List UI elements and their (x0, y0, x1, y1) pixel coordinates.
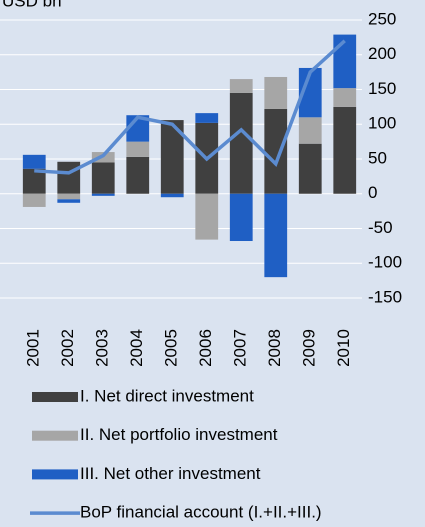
bar (160, 193, 184, 198)
bar (57, 193, 81, 200)
x-tick-label: 2009 (300, 329, 319, 367)
x-tick-label: 2004 (127, 329, 146, 367)
bar (333, 88, 357, 107)
bar (333, 106, 357, 194)
legend-label: I. Net direct investment (80, 386, 254, 405)
y-tick-label: 200 (368, 44, 396, 63)
line (34, 39, 346, 175)
bar (298, 117, 322, 144)
x-tick-label: 2005 (162, 329, 181, 367)
bar (57, 161, 81, 194)
y-tick-label: -50 (368, 218, 393, 237)
x-tick-label: 2008 (265, 329, 284, 367)
legend-label: III. Net other investment (80, 464, 261, 483)
x-tick-label: 2006 (196, 329, 215, 367)
bar (229, 193, 253, 242)
legend-label: BoP financial account (I.+II.+III.) (80, 503, 322, 522)
bar (57, 199, 81, 203)
bar (195, 113, 219, 123)
y-tick-label: 0 (368, 183, 377, 202)
bar (22, 154, 46, 169)
x-tick-label: 2003 (93, 329, 112, 367)
bar (91, 193, 115, 196)
legend-swatch (32, 430, 78, 441)
bar (298, 143, 322, 194)
y-tick-label: -100 (368, 253, 402, 272)
y-tick-label: 150 (368, 79, 396, 98)
bar (126, 156, 150, 194)
y-tick-label: 50 (368, 148, 387, 167)
bar (264, 76, 288, 109)
y-tick-label: -150 (368, 287, 402, 306)
bar (298, 67, 322, 118)
x-tick-label: 2007 (231, 329, 250, 367)
x-tick-label: 2010 (334, 329, 353, 367)
y-axis-label: USD bn (2, 0, 62, 10)
bar (160, 120, 184, 194)
bar (229, 79, 253, 93)
legend-swatch (32, 392, 78, 402)
x-tick-label: 2001 (24, 329, 43, 367)
bar (91, 162, 115, 194)
legend-swatch (32, 469, 78, 480)
bar (126, 141, 150, 157)
bar (264, 108, 288, 194)
legend-label: II. Net portfolio investment (80, 425, 278, 444)
bar (229, 92, 253, 194)
bar (22, 168, 46, 194)
bar (22, 193, 46, 207)
bar (195, 193, 219, 240)
x-tick-label: 2002 (58, 329, 77, 367)
bar (264, 193, 288, 278)
y-tick-label: 100 (368, 114, 396, 133)
y-tick-label: 250 (368, 9, 396, 28)
